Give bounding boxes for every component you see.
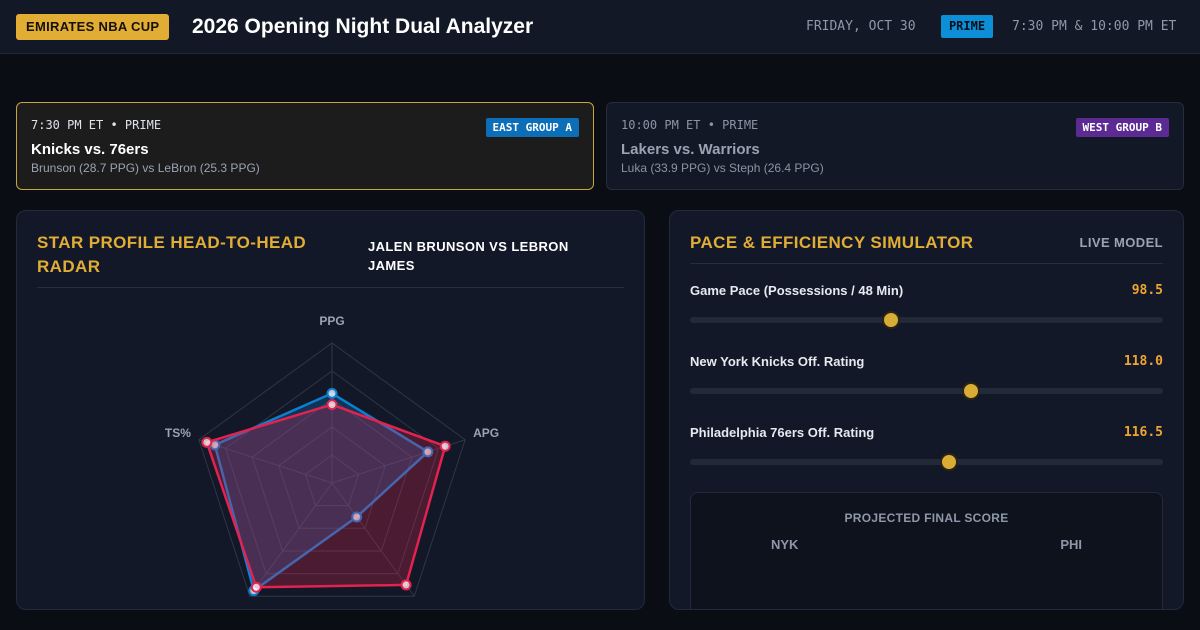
radar-data-point bbox=[201, 436, 213, 448]
knicks-rating-slider-row: New York Knicks Off. Rating 118.0 bbox=[690, 354, 1163, 414]
slider-label: Game Pace (Possessions / 48 Min) bbox=[690, 283, 904, 298]
game-times: 7:30 PM & 10:00 PM ET bbox=[1012, 19, 1177, 34]
radar-axis-label: TS% bbox=[165, 426, 191, 440]
radar-data-point bbox=[326, 387, 338, 399]
divider bbox=[37, 287, 624, 288]
radar-chart: PPG APG TS% bbox=[165, 314, 499, 597]
app-title: 2026 Opening Night Dual Analyzer bbox=[192, 15, 534, 38]
radar-data-point bbox=[351, 511, 363, 523]
radar-axis-label: PPG bbox=[319, 314, 344, 328]
radar-axis-line bbox=[249, 482, 333, 597]
radar-grid-ring bbox=[198, 342, 466, 597]
game-time: 10:00 PM ET • PRIME bbox=[621, 118, 759, 132]
slider-value: 118.0 bbox=[1123, 354, 1163, 369]
radar-data-point bbox=[439, 440, 451, 452]
game-title: Knicks vs. 76ers bbox=[31, 141, 149, 158]
radar-data-point bbox=[326, 399, 338, 411]
radar-panel: STAR PROFILE HEAD-TO-HEAD RADAR JALEN BR… bbox=[16, 210, 645, 610]
pace-slider-row: Game Pace (Possessions / 48 Min) 98.5 bbox=[690, 283, 1163, 343]
radar-axis-line bbox=[331, 482, 415, 597]
cup-badge: EMIRATES NBA CUP bbox=[16, 14, 170, 40]
game-card-knicks-76ers[interactable]: 7:30 PM ET • PRIME EAST GROUP A Knicks v… bbox=[16, 102, 594, 190]
simulator-panel: PACE & EFFICIENCY SIMULATOR LIVE MODEL G… bbox=[669, 210, 1184, 610]
sixers-rating-slider-thumb[interactable] bbox=[939, 453, 958, 471]
game-subtitle: Brunson (28.7 PPG) vs LeBron (25.3 PPG) bbox=[31, 161, 260, 175]
radar-grid-ring bbox=[224, 370, 440, 575]
sixers-rating-slider-track[interactable] bbox=[690, 453, 1163, 471]
game-card-lakers-warriors[interactable]: 10:00 PM ET • PRIME WEST GROUP B Lakers … bbox=[606, 102, 1184, 190]
group-badge: WEST GROUP B bbox=[1075, 118, 1169, 137]
slider-value: 98.5 bbox=[1131, 283, 1163, 298]
projected-score-title: PROJECTED FINAL SCORE bbox=[844, 511, 1009, 525]
home-team-abbr: NYK bbox=[771, 537, 799, 552]
radar-grid-ring bbox=[304, 454, 360, 507]
knicks-rating-slider-track[interactable] bbox=[690, 382, 1163, 400]
game-subtitle: Luka (33.9 PPG) vs Steph (26.4 PPG) bbox=[621, 161, 824, 175]
radar-matchup: JALEN BRUNSON VS LEBRON JAMES bbox=[368, 239, 569, 273]
radar-panel-title: STAR PROFILE HEAD-TO-HEAD RADAR bbox=[37, 233, 307, 276]
radar-series-area bbox=[205, 403, 447, 589]
radar-axis-label: APG bbox=[473, 426, 499, 440]
slider-value: 116.5 bbox=[1123, 425, 1163, 440]
knicks-rating-slider-thumb[interactable] bbox=[962, 382, 981, 400]
radar-data-point bbox=[250, 581, 262, 593]
live-model-badge: LIVE MODEL bbox=[1079, 235, 1163, 250]
game-title: Lakers vs. Warriors bbox=[621, 141, 760, 158]
group-badge: EAST GROUP A bbox=[485, 118, 579, 137]
slider-label: New York Knicks Off. Rating bbox=[690, 354, 865, 369]
simulator-title: PACE & EFFICIENCY SIMULATOR bbox=[690, 233, 974, 252]
game-time: 7:30 PM ET • PRIME bbox=[31, 118, 162, 132]
radar-axis-line bbox=[198, 439, 333, 484]
radar-data-point bbox=[422, 446, 434, 458]
game-date: FRIDAY, OCT 30 bbox=[806, 19, 916, 34]
slider-label: Philadelphia 76ers Off. Rating bbox=[690, 425, 875, 440]
radar-series-area bbox=[213, 392, 430, 592]
sixers-rating-slider-row: Philadelphia 76ers Off. Rating 116.5 bbox=[690, 425, 1163, 485]
projected-score-box: PROJECTED FINAL SCORE NYK PHI bbox=[690, 492, 1163, 609]
top-bar: EMIRATES NBA CUP 2026 Opening Night Dual… bbox=[0, 0, 1200, 54]
radar-grid-ring bbox=[251, 398, 413, 552]
divider bbox=[690, 263, 1163, 264]
away-team-abbr: PHI bbox=[1060, 537, 1082, 552]
radar-data-point bbox=[400, 579, 412, 591]
pace-slider-thumb[interactable] bbox=[882, 311, 901, 329]
radar-grid-ring bbox=[278, 426, 386, 529]
network-badge: PRIME bbox=[941, 15, 993, 38]
pace-slider-track[interactable] bbox=[690, 311, 1163, 329]
